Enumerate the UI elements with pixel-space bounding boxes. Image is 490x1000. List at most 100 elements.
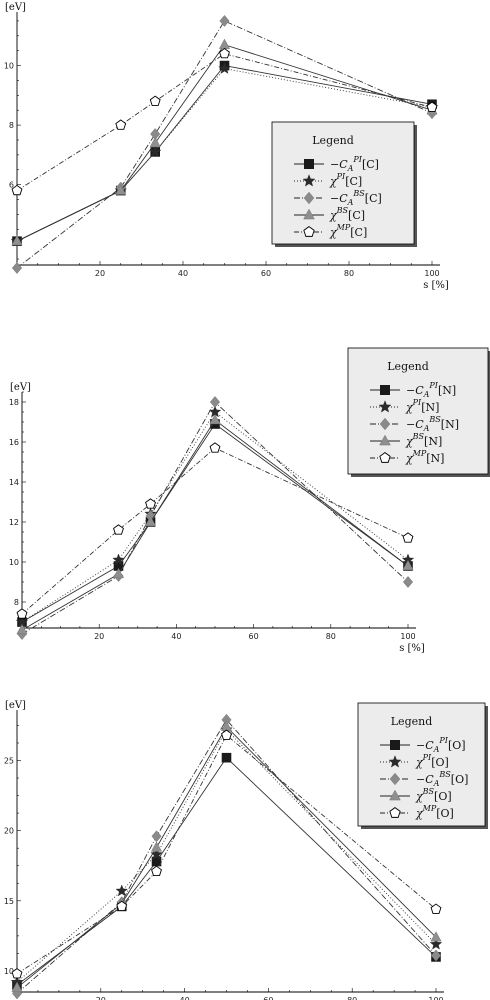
data-point-pentagon [113, 524, 124, 535]
data-point-triangle [430, 931, 442, 942]
x-tick-label: 80 [347, 996, 357, 1000]
legend-marker-triangle [389, 789, 401, 801]
data-point-triangle [115, 184, 127, 195]
data-point-triangle [149, 136, 161, 148]
data-point-star [112, 553, 125, 566]
chart-panel-3: 2040608010010152025[eV]s [%]Legend−CAPI[… [4, 700, 488, 1000]
data-point-triangle [11, 981, 23, 992]
y-tick-label: 18 [9, 398, 19, 407]
legend-title: Legend [312, 134, 354, 147]
legend-entry: χMP[O] [415, 804, 454, 820]
legend-entry: −CAPI[O] [416, 736, 466, 754]
legend-marker-pentagon [389, 807, 401, 818]
data-point-triangle [150, 841, 163, 852]
legend: Legend −CAPI[O]χPI[O]−CABS[O]χBS[O]χMP[O] [357, 702, 488, 829]
data-point-pentagon [402, 532, 414, 543]
legend-box [357, 702, 486, 827]
y-tick-label: 8 [14, 598, 19, 607]
legend-marker-star [302, 174, 316, 187]
legend-entry: −CAPI[C] [330, 155, 379, 173]
legend-marker-pentagon [379, 452, 391, 463]
y-tick-label: 20 [4, 827, 14, 836]
x-tick-label: 100 [400, 632, 415, 641]
data-point-triangle [209, 413, 221, 425]
data-point-pentagon [219, 47, 230, 59]
x-axis-label: s [%] [399, 643, 425, 654]
legend-marker-square [304, 159, 314, 169]
legend-entry: −CABS[O] [416, 770, 468, 788]
legend-marker-square [380, 385, 390, 395]
y-tick-label: 10 [9, 558, 19, 567]
data-point-diamond [430, 949, 442, 962]
legend-entry: −CABS[N] [406, 415, 459, 433]
x-tick-label: 20 [95, 269, 105, 278]
legend: Legend −CAPI[N]χPI[N]−CABS[N]χBS[N]χMP[N] [347, 347, 490, 477]
data-point-pentagon [426, 101, 438, 112]
legend-marker-star [388, 755, 402, 768]
data-point-triangle [112, 567, 125, 579]
data-point-triangle [402, 559, 414, 571]
data-point-diamond [209, 396, 221, 408]
y-axis-label: [eV] [10, 382, 31, 393]
legend-marker-diamond [389, 772, 401, 786]
y-axis-label: [eV] [5, 2, 26, 13]
legend-entry: −CABS[C] [330, 189, 382, 207]
chart-panel-1: 20 40 60 80 100 6 8 10 [eV] s [%] Legend −CAPI[C]χP… [4, 2, 449, 291]
data-point-star [429, 937, 443, 950]
x-tick-label: 60 [263, 996, 273, 1000]
legend-entry: χPI[C] [329, 172, 362, 188]
x-tick-label: 100 [428, 996, 443, 1000]
legend-box [347, 347, 489, 475]
y-tick-label: 6 [9, 181, 14, 190]
data-point-square [221, 752, 232, 763]
data-point-pentagon [149, 95, 161, 106]
data-point-diamond [151, 830, 162, 843]
legend-marker-square [390, 740, 400, 750]
data-point-star [115, 884, 129, 897]
y-tick-label: 16 [9, 438, 19, 447]
legend: Legend −CAPI[C]χPI[C]−CABS[C]χBS[C]χMP[C] [271, 121, 417, 247]
legend-entry: χBS[O] [415, 787, 452, 803]
data-point-triangle [144, 515, 157, 527]
legend-entry: χMP[N] [405, 449, 444, 465]
legend-title: Legend [391, 715, 433, 728]
legend-entry: χPI[O] [415, 753, 449, 769]
y-tick-label: 14 [9, 478, 19, 487]
x-tick-label: 40 [180, 996, 190, 1000]
x-tick-label: 40 [171, 632, 181, 641]
series-line-star [16, 68, 433, 242]
data-point-pentagon [209, 442, 221, 453]
data-point-star [218, 61, 231, 74]
legend-marker-diamond [379, 417, 391, 431]
y-axis-label: [eV] [5, 700, 26, 711]
x-tick-label: 60 [249, 632, 259, 641]
data-point-diamond [402, 576, 414, 588]
x-tick-label: 80 [344, 269, 354, 278]
legend-entry: χPI[N] [405, 398, 439, 414]
data-point-pentagon [145, 498, 156, 509]
data-point-diamond [219, 14, 230, 27]
legend-marker-triangle [303, 208, 315, 220]
data-point-pentagon [430, 903, 442, 914]
series-line-star [21, 411, 409, 623]
data-point-pentagon [116, 900, 128, 912]
x-tick-label: 40 [178, 269, 188, 278]
legend-marker-triangle [379, 434, 391, 446]
x-tick-label: 60 [261, 269, 271, 278]
x-tick-label: 20 [96, 996, 106, 1000]
legend-entry: χBS[N] [405, 432, 442, 448]
x-axis-label: s [%] [423, 280, 449, 291]
data-point-triangle [16, 623, 28, 635]
y-tick-label: 15 [4, 897, 14, 906]
y-tick-label: 10 [4, 62, 14, 71]
legend-entry: χBS[C] [329, 206, 365, 222]
data-point-pentagon [115, 119, 127, 130]
data-point-pentagon [151, 865, 162, 876]
data-point-pentagon [221, 729, 232, 740]
legend-box [271, 121, 415, 245]
data-point-triangle [218, 38, 231, 49]
legend-entry: −CAPI[N] [406, 381, 456, 399]
legend-marker-star [378, 400, 392, 413]
y-tick-label: 8 [9, 121, 14, 130]
